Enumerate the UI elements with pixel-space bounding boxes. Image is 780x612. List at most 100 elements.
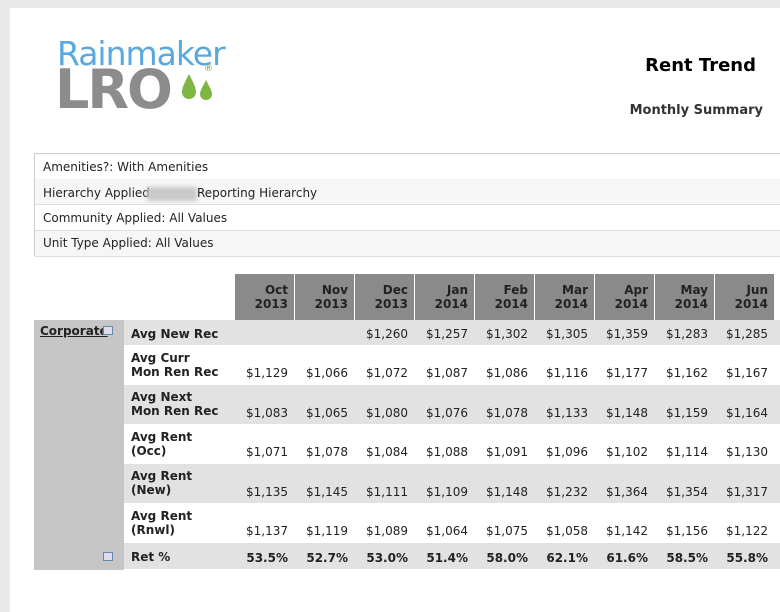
value-cell: $1,088: [426, 445, 468, 459]
value-cell: $1,130: [726, 445, 768, 459]
row-label: Avg Next Mon Ren Rec: [131, 390, 219, 418]
value-cell: $1,089: [366, 524, 408, 538]
value-cell: $1,133: [546, 406, 588, 420]
value-cell: 55.8%: [726, 551, 768, 565]
header-month: Apr: [624, 283, 648, 297]
column-header: Oct 2013: [234, 274, 294, 320]
value-cell: $1,232: [546, 485, 588, 499]
value-cell: $1,156: [666, 524, 708, 538]
value-cell: $1,066: [306, 366, 348, 380]
header-month: May: [680, 283, 709, 297]
value-cell: $1,164: [726, 406, 768, 420]
drill-icon[interactable]: [103, 326, 113, 335]
table-row: [124, 543, 780, 570]
value-cell: $1,137: [246, 524, 288, 538]
header-year: 2013: [374, 297, 408, 311]
value-cell: 53.0%: [366, 551, 408, 565]
value-cell: $1,058: [546, 524, 588, 538]
logo-mark: ®: [204, 64, 213, 74]
row-label: Avg Rent (New): [131, 469, 193, 497]
value-cell: $1,119: [306, 524, 348, 538]
filter-row: [35, 231, 780, 257]
column-header: May 2014: [654, 274, 714, 320]
value-cell: 51.4%: [426, 551, 468, 565]
filter-text: Amenities?: With Amenities: [43, 160, 209, 174]
value-cell: 61.6%: [606, 551, 648, 565]
value-cell: $1,076: [426, 406, 468, 420]
table-row: [124, 320, 780, 346]
header-year: 2014: [614, 297, 648, 311]
header-year: 2014: [494, 297, 528, 311]
value-cell: $1,111: [366, 485, 408, 499]
filter-box: Amenities?: With Amenities Hierarchy Appl…: [34, 153, 780, 257]
header-month: Mar: [562, 283, 588, 297]
column-header: Mar 2014: [534, 274, 594, 320]
value-cell: $1,065: [306, 406, 348, 420]
header-month: Nov: [321, 283, 348, 297]
value-cell: $1,142: [606, 524, 648, 538]
drill-icon[interactable]: [103, 552, 113, 561]
value-cell: $1,159: [666, 406, 708, 420]
table-row: [124, 464, 780, 504]
value-cell: $1,302: [486, 327, 528, 341]
value-cell: $1,084: [366, 445, 408, 459]
column-header: Apr 2014: [594, 274, 654, 320]
value-cell: 53.5%: [246, 551, 288, 565]
value-cell: 62.1%: [546, 551, 588, 565]
logo-drops: [182, 74, 212, 100]
value-cell: $1,083: [246, 406, 288, 420]
row-label: Avg Rent (Rnwl): [131, 509, 193, 537]
value-cell: $1,257: [426, 327, 468, 341]
value-cell: $1,091: [486, 445, 528, 459]
column-header: Jan 2014: [414, 274, 474, 320]
value-cell: $1,114: [666, 445, 708, 459]
value-cell: $1,078: [486, 406, 528, 420]
column-header: Jun 2014: [714, 274, 774, 320]
row-label: Avg New Rec: [131, 327, 219, 341]
value-cell: $1,305: [546, 327, 588, 341]
value-cell: $1,317: [726, 485, 768, 499]
value-cell: $1,129: [246, 366, 288, 380]
header-month: Jun: [746, 283, 768, 297]
value-cell: $1,071: [246, 445, 288, 459]
column-header: Nov 2013: [294, 274, 354, 320]
filter-text: Community Applied: All Values: [43, 211, 228, 225]
value-cell: $1,087: [426, 366, 468, 380]
value-cell: $1,102: [606, 445, 648, 459]
filter-text: Reporting Hierarchy: [197, 186, 318, 200]
row-label: Avg Curr Mon Ren Rec: [131, 351, 219, 379]
row-label: Ret %: [131, 550, 171, 564]
value-cell: $1,167: [726, 366, 768, 380]
header-month: Jan: [446, 283, 468, 297]
value-cell: $1,283: [666, 327, 708, 341]
redacted: [147, 187, 197, 201]
value-cell: $1,354: [666, 485, 708, 499]
value-cell: $1,359: [606, 327, 648, 341]
header-month: Oct: [264, 283, 288, 297]
value-cell: $1,116: [546, 366, 588, 380]
value-cell: $1,080: [366, 406, 408, 420]
value-cell: $1,078: [306, 445, 348, 459]
value-cell: $1,075: [486, 524, 528, 538]
value-cell: $1,145: [306, 485, 348, 499]
group-cell: [34, 320, 124, 570]
header-year: 2014: [434, 297, 468, 311]
table-row: [124, 504, 780, 543]
header-month: Dec: [382, 283, 408, 297]
subtitle: Monthly Summary: [629, 103, 763, 118]
header-year: 2014: [734, 297, 768, 311]
group-label[interactable]: Corporate: [40, 324, 108, 338]
value-cell: $1,148: [606, 406, 648, 420]
value-cell: $1,364: [606, 485, 648, 499]
header-year: 2014: [554, 297, 588, 311]
logo-bottom: LRO: [55, 58, 173, 121]
value-cell: $1,162: [666, 366, 708, 380]
header-year: 2013: [314, 297, 348, 311]
column-header: Dec 2013: [354, 274, 414, 320]
value-cell: $1,177: [606, 366, 648, 380]
value-cell: $1,122: [726, 524, 768, 538]
filter-text: Unit Type Applied: All Values: [43, 236, 214, 250]
header-year: 2014: [674, 297, 708, 311]
row-label: Avg Rent (Occ): [131, 430, 193, 458]
